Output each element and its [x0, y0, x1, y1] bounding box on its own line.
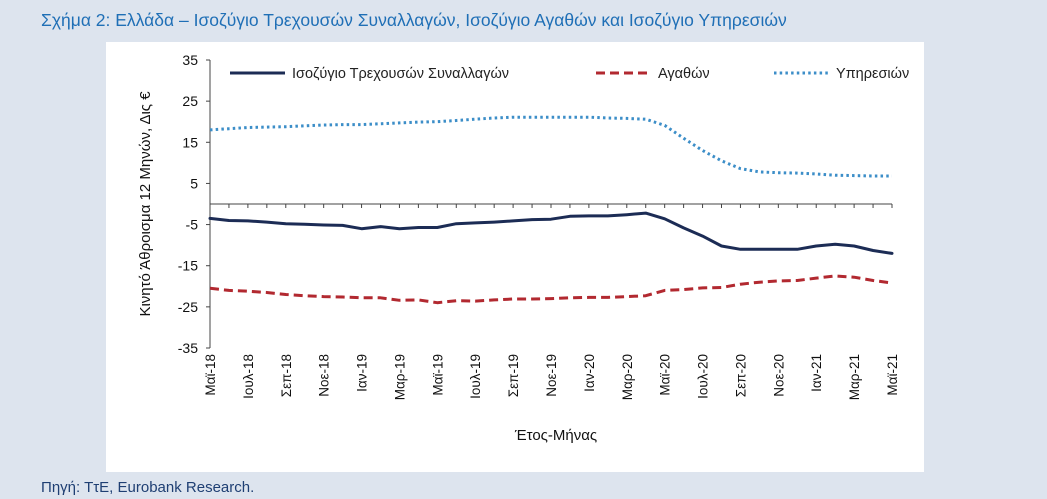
y-tick-label: 15 [182, 134, 198, 150]
x-tick-label: Σεπ-20 [733, 354, 748, 397]
x-tick-label: Μαρ-19 [392, 354, 407, 400]
series-line-services [209, 115, 892, 178]
x-tick-label: Ιαν-20 [582, 354, 597, 392]
y-axis-title: Κινητό Άθροισμα 12 Μηνών, Δις € [137, 91, 154, 317]
x-tick-label: Μαϊ-21 [885, 354, 900, 396]
line-chart: 35 25 15 5 -5 -15 -25 -35 Μαϊ-18 Ιουλ-18 Σεπ-18 Νο… [137, 52, 909, 444]
legend-label: Υπηρεσιών [836, 66, 909, 82]
y-tick-label: 35 [182, 52, 198, 68]
y-tick-label: -5 [186, 217, 199, 233]
x-tick-label: Ιαν-21 [809, 354, 824, 392]
series-line-goods [209, 274, 893, 305]
y-tick-label: -15 [178, 258, 198, 274]
y-axis-ticks: 35 25 15 5 -5 -15 -25 -35 [178, 52, 210, 356]
x-tick-label: Νοε-20 [771, 354, 786, 397]
source-note: Πηγή: ΤτΕ, Eurobank Research. [41, 479, 255, 496]
figure-title: Σχήμα 2: Ελλάδα – Ισοζύγιο Τρεχουσών Συν… [41, 10, 787, 30]
x-tick-label: Μαρ-20 [620, 354, 635, 400]
series-lines [208, 115, 894, 305]
x-tick-label: Ιουλ-18 [241, 354, 256, 399]
series-line-current-account [208, 211, 894, 255]
x-tick-label: Νοε-18 [317, 354, 332, 397]
x-tick-label: Σεπ-18 [279, 354, 294, 397]
x-tick-label: Σεπ-19 [506, 354, 521, 397]
chart-panel: 35 25 15 5 -5 -15 -25 -35 Μαϊ-18 Ιουλ-18 Σεπ-18 Νο… [106, 42, 924, 472]
x-tick-label: Νοε-19 [544, 354, 559, 397]
y-tick-label: -35 [178, 340, 198, 356]
chart-legend: Ισοζύγιο Τρεχουσών Συναλλαγών Αγαθών Υπηρε… [230, 66, 909, 82]
x-tick-label: Ιαν-19 [355, 354, 370, 392]
x-tick-label: Μαϊ-20 [658, 354, 673, 396]
legend-label: Αγαθών [658, 66, 710, 82]
x-tick-label: Μαρ-21 [847, 354, 862, 400]
y-tick-label: 5 [190, 175, 198, 191]
y-tick-label: 25 [182, 93, 198, 109]
x-tick-label: Ιουλ-19 [468, 354, 483, 399]
y-tick-label: -25 [178, 299, 198, 315]
x-tick-label: Μαϊ-19 [430, 354, 445, 396]
x-axis-title: Έτος-Μήνας [514, 427, 597, 444]
x-axis-ticks: Μαϊ-18 Ιουλ-18 Σεπ-18 Νοε-18 Ιαν-19 Μαρ-19 Μαϊ… [203, 204, 900, 400]
x-tick-label: Μαϊ-18 [203, 354, 218, 396]
legend-label: Ισοζύγιο Τρεχουσών Συναλλαγών [292, 66, 509, 82]
x-tick-label: Ιουλ-20 [696, 354, 711, 399]
